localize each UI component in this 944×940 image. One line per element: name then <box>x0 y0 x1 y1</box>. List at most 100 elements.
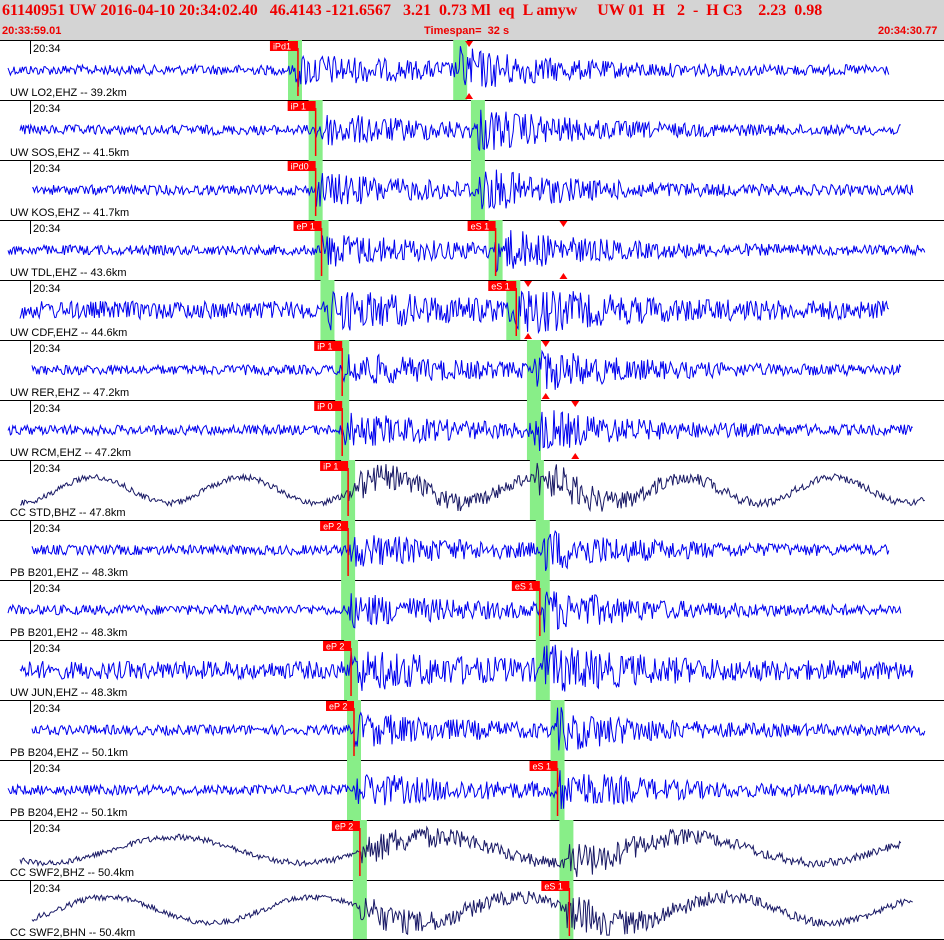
station-label: PB B201,EH2 -- 48.3km <box>10 627 127 639</box>
arrival-marker-top <box>571 401 580 407</box>
event-summary: 61140951 UW 2016-04-10 20:34:02.40 46.41… <box>2 2 823 19</box>
channel-panel: iP 0 20:34 UW RCM,EHZ -- 47.2km <box>0 400 944 460</box>
station-label: UW KOS,EHZ -- 41.7km <box>10 207 129 219</box>
channel-panel: eS 1 20:34 UW CDF,EHZ -- 44.6km <box>0 280 944 340</box>
station-label: PB B204,EHZ -- 50.1km <box>10 747 128 759</box>
panel-time-label: 20:34 <box>33 163 61 175</box>
waveform-trace <box>7 770 890 810</box>
phase-pick-flag[interactable] <box>314 401 343 411</box>
phase-pick-flag[interactable] <box>467 221 496 231</box>
panel-time-label: 20:34 <box>33 523 61 535</box>
waveform-trace <box>31 889 913 936</box>
station-label: UW RCM,EHZ -- 47.2km <box>10 447 131 459</box>
channel-panel: eP 1 eS 1 20:34 UW TDL,EHZ -- 43.6km <box>0 220 944 280</box>
waveform-trace <box>7 410 913 452</box>
pick-window <box>526 400 541 460</box>
phase-pick-flag[interactable] <box>320 521 349 531</box>
phase-pick-flag[interactable] <box>331 821 360 831</box>
phase-pick-label: eP 2 <box>335 822 353 832</box>
waveform-trace <box>7 230 926 273</box>
seismogram-panel-group: iPd1 20:34 UW LO2,EHZ -- 39.2km iP 1 20:34 UW… <box>0 40 944 940</box>
phase-pick-label: eP 1 <box>297 222 315 232</box>
waveform-trace <box>19 825 902 878</box>
waveform-trace <box>7 591 902 633</box>
timespan-label: Timespan= 32 s <box>424 25 510 37</box>
panel-time-label: 20:34 <box>33 583 61 595</box>
arrival-marker-bottom <box>571 453 580 459</box>
event-header: 61140951 UW 2016-04-10 20:34:02.40 46.41… <box>0 0 944 40</box>
pick-window <box>347 760 361 820</box>
channel-panel: iPd0 20:34 UW KOS,EHZ -- 41.7km <box>0 160 944 220</box>
waveform-trace <box>31 349 902 390</box>
channel-panel: iP 1 20:34 UW SOS,EHZ -- 41.5km <box>0 100 944 160</box>
waveform-trace <box>19 290 890 335</box>
panel-time-label: 20:34 <box>33 103 61 115</box>
waveform-trace <box>7 46 890 88</box>
station-label: UW JUN,EHZ -- 48.3km <box>10 687 127 699</box>
channel-panel: iP 1 20:34 CC STD,BHZ -- 47.8km <box>0 460 944 520</box>
phase-pick-flag[interactable] <box>314 341 343 351</box>
phase-pick-label: eS 1 <box>533 762 552 772</box>
phase-pick-flag[interactable] <box>287 101 316 111</box>
phase-pick-label: eP 2 <box>329 702 347 712</box>
arrival-marker-top <box>465 41 474 47</box>
end-time-label: 20:34:30.77 <box>878 25 938 37</box>
channel-panel: iPd1 20:34 UW LO2,EHZ -- 39.2km <box>0 40 944 100</box>
phase-pick-label: iP 1 <box>323 462 338 472</box>
station-label: CC STD,BHZ -- 47.8km <box>10 507 126 519</box>
channel-panel: eS 1 20:34 CC SWF2,BHN -- 50.4km <box>0 880 944 940</box>
phase-pick-flag[interactable] <box>541 881 570 891</box>
phase-pick-label: iPd0 <box>291 162 309 172</box>
channel-panel: eP 2 20:34 PB B204,EHZ -- 50.1km <box>0 700 944 760</box>
phase-pick-flag[interactable] <box>323 641 352 651</box>
phase-pick-flag[interactable] <box>326 701 354 711</box>
panel-time-label: 20:34 <box>33 43 61 55</box>
waveform-trace <box>19 644 914 692</box>
phase-pick-flag[interactable] <box>529 761 558 771</box>
panel-time-label: 20:34 <box>33 763 61 775</box>
station-label: CC SWF2,BHN -- 50.4km <box>10 927 135 939</box>
pick-window <box>453 40 468 100</box>
waveform-trace <box>31 169 914 210</box>
waveform-trace <box>31 707 926 751</box>
waveform-trace <box>19 462 925 513</box>
station-label: PB B204,EH2 -- 50.1km <box>10 807 127 819</box>
phase-pick-label: eP 2 <box>323 522 341 532</box>
panel-time-label: 20:34 <box>33 283 61 295</box>
station-label: UW LO2,EHZ -- 39.2km <box>10 87 127 99</box>
arrival-marker-top <box>524 281 533 287</box>
panel-time-label: 20:34 <box>33 403 61 415</box>
station-label: UW SOS,EHZ -- 41.5km <box>10 147 129 159</box>
phase-pick-label: iPd1 <box>273 42 291 52</box>
panel-time-label: 20:34 <box>33 343 61 355</box>
phase-pick-label: iP 1 <box>291 102 306 112</box>
channel-panel: iP 1 20:34 UW RER,EHZ -- 47.2km <box>0 340 944 400</box>
phase-pick-label: eS 1 <box>544 882 563 892</box>
station-label: UW TDL,EHZ -- 43.6km <box>10 267 127 279</box>
panel-time-label: 20:34 <box>33 703 61 715</box>
phase-pick-label: iP 1 <box>317 342 332 352</box>
arrival-marker-bottom <box>541 393 550 399</box>
phase-pick-flag[interactable] <box>320 461 349 471</box>
phase-pick-label: eP 2 <box>326 642 344 652</box>
channel-panel: eS 1 20:34 PB B201,EH2 -- 48.3km <box>0 580 944 640</box>
phase-pick-label: eS 1 <box>471 222 490 232</box>
station-label: UW RER,EHZ -- 47.2km <box>10 387 129 399</box>
phase-pick-flag[interactable] <box>269 41 298 51</box>
phase-pick-flag[interactable] <box>488 281 517 291</box>
station-label: UW CDF,EHZ -- 44.6km <box>10 327 127 339</box>
phase-pick-flag[interactable] <box>511 581 540 591</box>
arrival-marker-bottom <box>465 93 474 99</box>
phase-pick-flag[interactable] <box>293 221 322 231</box>
panel-time-label: 20:34 <box>33 883 61 895</box>
pick-window <box>535 520 550 580</box>
panel-time-label: 20:34 <box>33 463 61 475</box>
phase-pick-label: eS 1 <box>491 282 510 292</box>
station-label: PB B201,EHZ -- 48.3km <box>10 567 128 579</box>
channel-panel: eP 2 20:34 UW JUN,EHZ -- 48.3km <box>0 640 944 700</box>
waveform-trace <box>19 109 901 151</box>
phase-pick-flag[interactable] <box>287 161 316 171</box>
panel-time-label: 20:34 <box>33 223 61 235</box>
channel-panel: eP 2 20:34 PB B201,EHZ -- 48.3km <box>0 520 944 580</box>
panel-time-label: 20:34 <box>33 823 61 835</box>
